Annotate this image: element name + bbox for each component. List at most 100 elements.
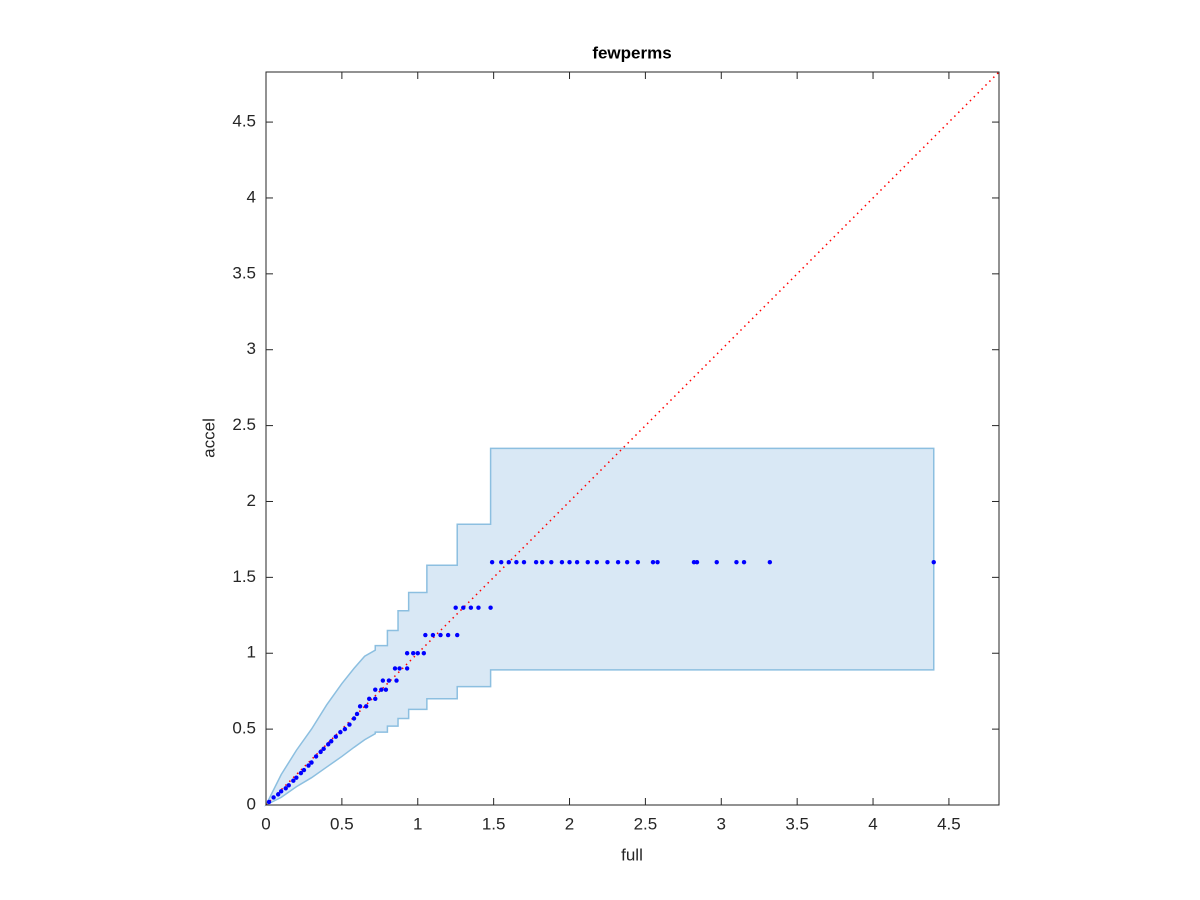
point bbox=[373, 687, 378, 692]
reference-line bbox=[265, 71, 1000, 806]
y-tick-label: 3 bbox=[247, 339, 256, 358]
point bbox=[404, 666, 410, 671]
y-tick-label: 1.5 bbox=[232, 567, 256, 586]
point bbox=[734, 559, 739, 565]
point bbox=[366, 696, 372, 701]
point bbox=[386, 678, 392, 683]
y-tick-label: 2.5 bbox=[232, 415, 256, 434]
y-tick-label: 0.5 bbox=[232, 719, 256, 738]
point bbox=[567, 559, 572, 565]
point bbox=[423, 632, 428, 638]
x-tick-label: 0 bbox=[261, 814, 270, 833]
x-tick-label: 3 bbox=[717, 814, 726, 833]
y-tick-label: 3.5 bbox=[232, 263, 256, 282]
point bbox=[514, 559, 519, 565]
point bbox=[438, 632, 443, 638]
point bbox=[488, 605, 493, 610]
point bbox=[489, 559, 495, 565]
point bbox=[306, 763, 311, 768]
point bbox=[286, 783, 291, 788]
point bbox=[468, 605, 474, 610]
point bbox=[266, 799, 272, 805]
confidence-band bbox=[264, 447, 935, 807]
y-tick-label: 0 bbox=[247, 794, 256, 813]
point bbox=[363, 704, 369, 709]
x-tick-label: 4.5 bbox=[937, 814, 961, 833]
chart-title: fewperms bbox=[592, 43, 671, 62]
point bbox=[338, 729, 343, 735]
point bbox=[329, 739, 334, 744]
point bbox=[499, 559, 504, 565]
point bbox=[506, 559, 512, 565]
point bbox=[411, 651, 416, 656]
x-tick-label: 4 bbox=[868, 814, 877, 833]
point bbox=[605, 559, 610, 565]
point bbox=[404, 651, 410, 656]
point bbox=[333, 734, 339, 739]
point bbox=[445, 632, 451, 638]
point bbox=[585, 559, 590, 565]
point bbox=[326, 742, 331, 747]
point bbox=[521, 559, 527, 565]
point bbox=[461, 605, 466, 610]
x-tick-label: 1.5 bbox=[482, 814, 506, 833]
point bbox=[392, 666, 398, 671]
point bbox=[394, 678, 399, 683]
point bbox=[357, 704, 363, 709]
point bbox=[415, 651, 420, 656]
point bbox=[714, 559, 719, 565]
point bbox=[291, 778, 296, 783]
point bbox=[655, 559, 660, 565]
point bbox=[283, 786, 288, 791]
point bbox=[691, 559, 697, 565]
point bbox=[615, 559, 621, 565]
x-tick-label: 2 bbox=[565, 814, 574, 833]
point bbox=[318, 749, 323, 755]
point bbox=[342, 726, 348, 732]
point bbox=[574, 559, 580, 565]
point bbox=[741, 559, 747, 565]
point bbox=[313, 754, 319, 759]
point bbox=[383, 687, 389, 692]
point bbox=[624, 559, 630, 565]
point bbox=[455, 632, 460, 638]
point bbox=[278, 789, 284, 794]
point bbox=[533, 559, 539, 565]
point bbox=[540, 559, 545, 565]
point bbox=[931, 559, 936, 565]
point bbox=[294, 775, 299, 780]
x-tick-label: 1 bbox=[413, 814, 422, 833]
point bbox=[476, 605, 481, 610]
point bbox=[559, 559, 565, 565]
point bbox=[309, 760, 314, 765]
point bbox=[397, 666, 402, 671]
point bbox=[650, 559, 656, 565]
point bbox=[694, 559, 700, 565]
point bbox=[351, 716, 357, 721]
point bbox=[275, 792, 281, 797]
y-tick-label: 2 bbox=[247, 491, 256, 510]
x-tick-label: 0.5 bbox=[330, 814, 354, 833]
point bbox=[421, 651, 427, 656]
y-tick-label: 4.5 bbox=[232, 112, 256, 131]
point bbox=[767, 559, 773, 565]
point bbox=[301, 767, 307, 773]
point bbox=[379, 687, 384, 692]
axes-box bbox=[265, 71, 1000, 806]
point bbox=[354, 711, 360, 717]
point bbox=[347, 722, 352, 727]
point bbox=[321, 746, 326, 752]
x-tick-label: 3.5 bbox=[785, 814, 809, 833]
point bbox=[549, 559, 554, 565]
y-tick-label: 4 bbox=[247, 187, 256, 206]
point bbox=[430, 632, 436, 638]
point bbox=[380, 678, 386, 683]
point bbox=[635, 559, 641, 565]
y-axis-label: accel bbox=[199, 418, 218, 458]
point bbox=[594, 559, 600, 565]
point bbox=[298, 770, 304, 776]
point bbox=[373, 696, 378, 701]
point bbox=[271, 795, 276, 800]
x-axis-label: full bbox=[621, 845, 643, 864]
